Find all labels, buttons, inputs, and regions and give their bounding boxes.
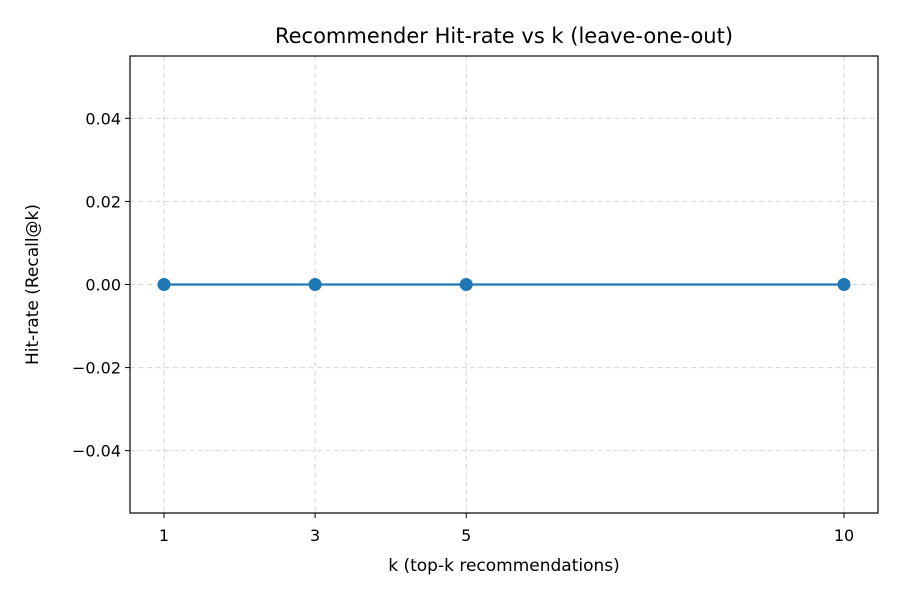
- y-tick-label: 0.02: [85, 192, 121, 211]
- data-point: [308, 278, 322, 291]
- y-tick-label: −0.04: [72, 442, 121, 461]
- axis-ticks: 1 3 5 10 −0.04 −0.02 0.00 0.02 0.04: [72, 109, 854, 545]
- x-axis-label: k (top-k recommendations): [388, 556, 620, 576]
- x-tick-label: 10: [834, 526, 854, 545]
- y-axis-label: Hit-rate (Recall@k): [23, 204, 43, 365]
- y-tick-label: 0.00: [85, 276, 121, 295]
- x-tick-label: 3: [310, 526, 320, 545]
- y-tick-label: −0.02: [72, 359, 121, 378]
- data-point: [459, 278, 473, 291]
- series-layer: [157, 278, 851, 291]
- y-tick-label: 0.04: [85, 109, 121, 128]
- chart-title: Recommender Hit-rate vs k (leave-one-out…: [275, 24, 733, 48]
- x-tick-label: 5: [461, 526, 471, 545]
- x-tick-label: 1: [159, 526, 169, 545]
- data-point: [837, 278, 851, 291]
- data-point: [157, 278, 171, 291]
